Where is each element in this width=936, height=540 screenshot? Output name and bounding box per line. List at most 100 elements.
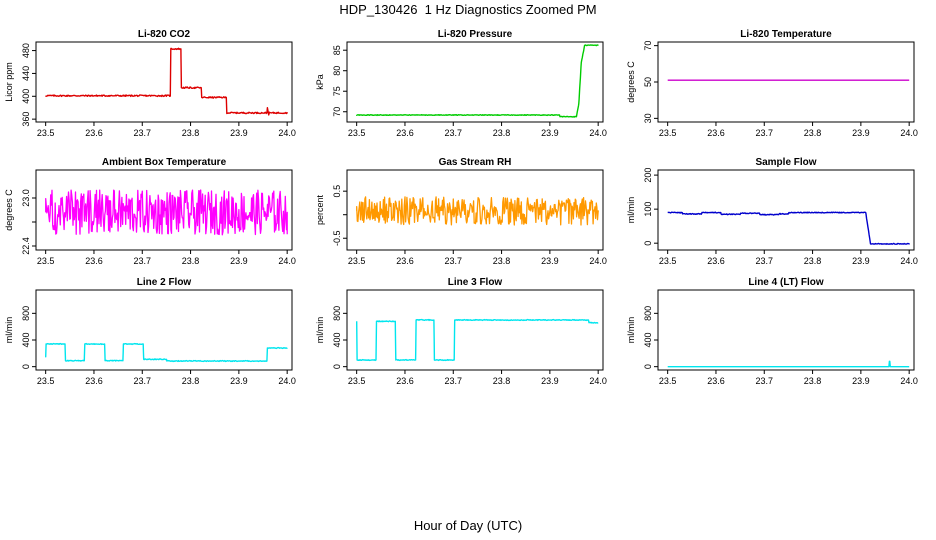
y-tick-label: 480 [21, 43, 31, 58]
y-tick-label: 50 [643, 77, 653, 87]
y-tick-label: 22.4 [21, 237, 31, 255]
x-tick-label: 23.8 [182, 256, 200, 266]
series-line [667, 211, 910, 245]
y-tick-label: 800 [643, 306, 653, 321]
panel-7: Line 3 Flow 23.5 23.6 23.7 23.8 23.9 24.0 0 400 8… [315, 277, 607, 386]
x-tick-label: 24.0 [278, 128, 296, 138]
y-tick-label: 400 [21, 89, 31, 104]
panel-title: Li-820 Pressure [438, 29, 513, 40]
x-tick-label: 24.0 [900, 376, 918, 386]
y-tick-label: 360 [21, 112, 31, 127]
plot-frame [657, 289, 915, 371]
common-x-axis-label: Hour of Day (UTC) [413, 518, 523, 533]
x-tick-label: 23.8 [493, 128, 511, 138]
x-tick-label: 23.9 [230, 256, 248, 266]
y-tick-label: -0.5 [332, 230, 342, 246]
x-tick-label: 23.5 [37, 128, 55, 138]
y-tick-label: 400 [332, 332, 342, 347]
y-tick-label: 70 [332, 107, 342, 117]
x-tick-label: 23.5 [348, 256, 366, 266]
plot-frame [35, 41, 293, 123]
x-tick-label: 24.0 [589, 256, 607, 266]
x-tick-label: 23.7 [133, 128, 151, 138]
x-tick-label: 23.8 [804, 256, 822, 266]
plot-frame [346, 41, 604, 123]
series-line [356, 44, 599, 118]
x-tick-label: 23.6 [85, 128, 103, 138]
y-tick-label: 440 [21, 66, 31, 81]
y-tick-label: 0 [21, 364, 31, 369]
x-tick-label: 23.5 [659, 256, 677, 266]
y-tick-label: 0 [332, 364, 342, 369]
y-axis-label: kPa [315, 74, 325, 90]
y-tick-label: 200 [643, 168, 653, 183]
series-line [356, 196, 599, 226]
x-tick-label: 23.9 [541, 128, 559, 138]
y-axis-label: percent [315, 194, 325, 225]
y-axis-label: degrees C [626, 61, 636, 103]
panel-8: Line 4 (LT) Flow 23.5 23.6 23.7 23.8 23.9 24.0… [626, 277, 918, 386]
x-tick-label: 23.7 [444, 376, 462, 386]
plot-frame [346, 289, 604, 371]
x-tick-label: 23.8 [182, 128, 200, 138]
x-tick-label: 23.6 [396, 128, 414, 138]
x-tick-label: 23.7 [755, 128, 773, 138]
y-tick-label: 800 [21, 306, 31, 321]
x-tick-label: 23.9 [541, 256, 559, 266]
x-tick-label: 23.7 [755, 256, 773, 266]
x-tick-label: 23.5 [659, 376, 677, 386]
y-axis-label: ml/min [626, 197, 636, 224]
panel-title: Line 3 Flow [448, 277, 503, 288]
x-tick-label: 24.0 [900, 128, 918, 138]
figure-title: HDP_130426 1 Hz Diagnostics Zoomed PM [339, 2, 597, 17]
y-tick-label: 0 [643, 364, 653, 369]
y-tick-label: 100 [643, 202, 653, 217]
x-tick-label: 23.6 [85, 376, 103, 386]
x-tick-label: 23.9 [230, 128, 248, 138]
x-tick-label: 23.8 [182, 376, 200, 386]
panel-3: Ambient Box Temperature 23.5 23.6 23.7 23.8 2… [4, 157, 296, 266]
y-tick-label: 0.5 [332, 185, 342, 198]
x-tick-label: 23.8 [493, 376, 511, 386]
x-tick-label: 23.6 [707, 376, 725, 386]
x-tick-label: 23.5 [348, 128, 366, 138]
x-tick-label: 23.7 [755, 376, 773, 386]
y-tick-label: 85 [332, 45, 342, 55]
y-axis-label: ml/min [315, 317, 325, 344]
plot-frame [657, 169, 915, 251]
panel-title: Gas Stream RH [439, 157, 512, 168]
panel-title: Li-820 CO2 [138, 29, 191, 40]
x-tick-label: 23.7 [133, 256, 151, 266]
x-tick-label: 23.5 [348, 376, 366, 386]
series-line [667, 360, 910, 368]
x-tick-label: 23.9 [230, 376, 248, 386]
plot-frame [657, 41, 915, 123]
x-tick-label: 23.7 [444, 256, 462, 266]
series-line [45, 189, 288, 236]
panel-6: Line 2 Flow 23.5 23.6 23.7 23.8 23.9 24.0 0 400 8… [4, 277, 296, 386]
x-tick-label: 23.9 [852, 128, 870, 138]
x-tick-label: 23.8 [493, 256, 511, 266]
y-tick-label: 0 [643, 241, 653, 246]
panel-title: Line 2 Flow [137, 277, 192, 288]
x-tick-label: 23.7 [444, 128, 462, 138]
y-tick-label: 80 [332, 66, 342, 76]
x-tick-label: 23.7 [133, 376, 151, 386]
x-tick-label: 23.5 [659, 128, 677, 138]
panel-title: Line 4 (LT) Flow [748, 277, 824, 288]
panel-5: Sample Flow 23.5 23.6 23.7 23.8 23.9 24.0 0 100 2… [626, 157, 918, 266]
x-tick-label: 23.6 [396, 376, 414, 386]
y-tick-label: 70 [643, 41, 653, 51]
y-axis-label: degrees C [4, 189, 14, 231]
series-line [356, 318, 599, 362]
plot-frame [346, 169, 604, 251]
x-tick-label: 23.6 [396, 256, 414, 266]
x-tick-label: 23.6 [707, 256, 725, 266]
x-tick-label: 23.9 [852, 376, 870, 386]
plot-frame [35, 289, 293, 371]
x-tick-label: 24.0 [589, 376, 607, 386]
x-tick-label: 23.9 [541, 376, 559, 386]
x-tick-label: 23.8 [804, 128, 822, 138]
plot-frame [35, 169, 293, 251]
